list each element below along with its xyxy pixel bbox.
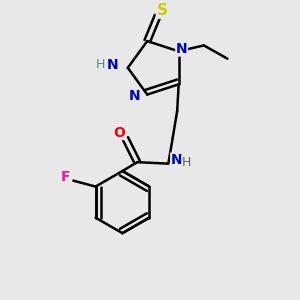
Text: N: N: [129, 89, 141, 103]
Text: F: F: [61, 170, 71, 184]
Text: N: N: [171, 153, 182, 167]
Text: H: H: [96, 58, 105, 71]
Text: O: O: [113, 126, 125, 140]
Text: N: N: [107, 58, 119, 73]
Text: S: S: [157, 3, 167, 18]
Text: N: N: [176, 42, 188, 56]
Text: H: H: [182, 156, 191, 169]
